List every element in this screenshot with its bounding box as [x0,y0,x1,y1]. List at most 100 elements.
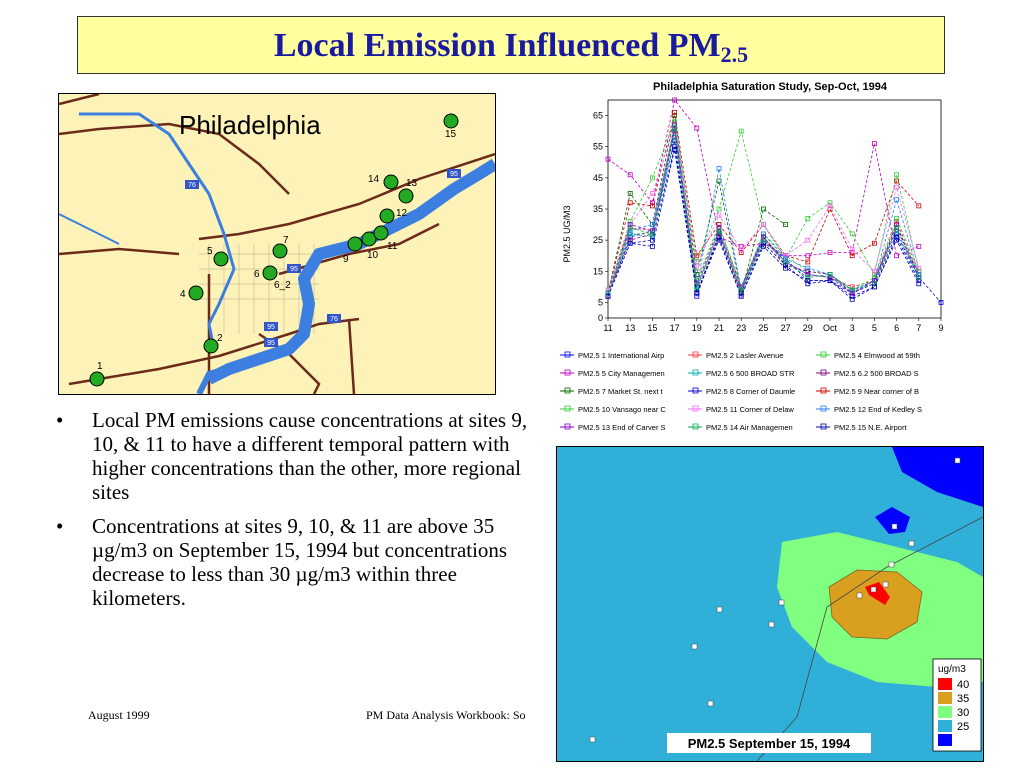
data-point [716,212,722,218]
site-marker [213,251,229,267]
legend-label: PM2.5 5 City Managemen [578,369,665,378]
x-tick-label: 15 [647,323,657,333]
legend-value-label: 35 [957,693,969,705]
series-line [607,149,920,300]
y-axis-label: PM2.5 UG/M3 [562,205,572,262]
data-point [805,215,811,221]
data-point [894,234,900,240]
legend-marker [692,387,699,394]
data-point [916,271,922,277]
data-point [871,141,877,146]
data-point [694,125,700,131]
data-point [849,287,855,293]
contour-caption: PM2.5 September 15, 1994 [688,736,851,751]
site-label: 13 [406,178,418,189]
x-tick-label: 3 [850,323,855,333]
data-point [827,271,833,277]
site-marker [262,265,278,281]
data-point [650,191,655,196]
data-point [805,275,811,280]
data-point [805,259,811,265]
data-point [694,284,700,290]
site-marker [188,285,204,301]
legend-color-box [938,706,952,718]
data-point [827,250,833,256]
x-tick-label: 6 [894,323,899,333]
data-point [916,281,922,287]
data-point [849,250,855,256]
bullet-item: Concentrations at sites 9, 10, & 11 are … [56,514,536,610]
data-point [783,259,789,265]
x-tick-label: Oct [823,323,838,333]
series-line [607,127,920,294]
y-tick-label: 5 [598,297,603,307]
legend-value-label: 40 [957,679,969,691]
data-point [783,262,789,268]
legend-label: PM2.5 1 International Airp [578,351,664,360]
data-point [627,191,633,196]
x-tick-label: 7 [916,323,921,333]
footer-source: PM Data Analysis Workbook: So [366,708,526,722]
legend-label: PM2.5 14 Air Managemen [706,423,793,432]
data-point [805,265,811,271]
bullet-list: Local PM emissions cause concentrations … [56,408,536,620]
data-point [894,197,900,203]
x-tick-label: 27 [781,323,791,333]
x-tick-label: 25 [758,323,768,333]
data-point [894,184,900,190]
data-point [627,240,633,246]
data-point [650,237,655,243]
data-point [650,175,655,181]
legend-color-box [938,720,952,732]
legend-label: PM2.5 12 End of Kedley S [834,405,922,414]
data-point [849,296,855,302]
site-label: 6_2 [274,280,291,291]
site-label: 7 [283,235,289,246]
site-marker [361,231,377,247]
site-marker [383,174,399,190]
y-tick-label: 35 [593,204,603,214]
x-tick-label: 21 [714,323,724,333]
data-point [627,200,633,206]
data-point [627,172,633,178]
chart-title: Philadelphia Saturation Study, Sep-Oct, … [653,81,888,93]
legend-marker [564,351,571,358]
data-point [672,119,677,125]
data-point [672,125,677,131]
data-point [738,287,744,293]
data-point [650,243,655,249]
series-line [607,124,920,294]
data-point [694,293,700,299]
legend-label: PM2.5 7 Market St. next t [578,387,664,396]
data-point [894,237,900,243]
data-point [672,110,677,115]
data-point [627,222,633,227]
data-point [805,278,811,284]
x-tick-label: 9 [938,323,943,333]
data-point [916,243,922,249]
data-point [605,290,611,296]
data-point [894,219,900,224]
site-label: 10 [367,250,379,261]
site-marker [89,371,105,387]
data-point [672,97,677,103]
legend-marker [692,351,699,358]
site-label: 5 [207,246,213,257]
data-point [783,265,789,271]
data-point [849,247,855,252]
highway-shield: 95 [290,266,298,273]
y-tick-label: 0 [598,313,603,323]
site-label: 2 [217,333,223,344]
legend-label: PM2.5 8 Corner of Daumle [706,387,795,396]
data-point [650,228,655,234]
data-point [738,284,744,290]
legend-marker [692,423,699,430]
data-point [827,203,833,209]
contour-25 [875,507,910,534]
site-label: 9 [343,254,349,265]
highway-shield: 76 [330,316,338,323]
legend-color-box [938,692,952,704]
data-point [894,228,900,234]
data-point [849,284,855,290]
legend-marker [692,405,699,412]
